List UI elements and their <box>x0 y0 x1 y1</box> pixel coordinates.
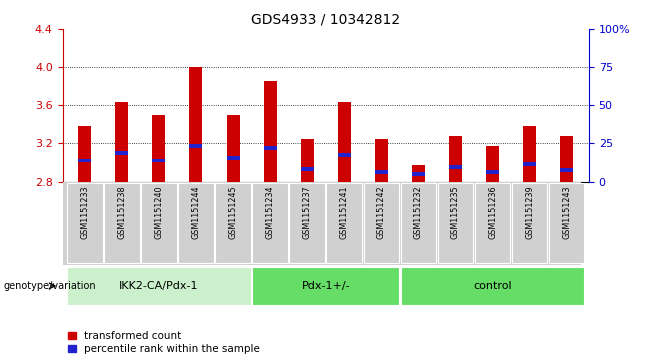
Bar <box>252 183 288 263</box>
Text: GSM1151238: GSM1151238 <box>117 186 126 239</box>
Bar <box>78 126 91 182</box>
Text: GSM1151240: GSM1151240 <box>155 186 163 239</box>
Legend: transformed count, percentile rank within the sample: transformed count, percentile rank withi… <box>68 331 261 354</box>
Text: genotype/variation: genotype/variation <box>3 281 96 291</box>
Bar <box>178 183 214 263</box>
Text: GSM1151237: GSM1151237 <box>303 186 312 239</box>
Text: IKK2-CA/Pdx-1: IKK2-CA/Pdx-1 <box>119 281 199 291</box>
Bar <box>67 267 251 305</box>
Bar <box>252 267 399 305</box>
Bar <box>375 170 388 174</box>
Text: GSM1151235: GSM1151235 <box>451 186 460 239</box>
Bar <box>512 183 547 263</box>
Bar <box>226 115 240 182</box>
Bar <box>474 183 511 263</box>
Bar <box>486 170 499 174</box>
Bar <box>264 81 276 182</box>
Bar <box>78 159 91 163</box>
Bar <box>115 102 128 182</box>
Bar <box>104 183 139 263</box>
Text: GSM1151243: GSM1151243 <box>562 186 571 239</box>
Bar <box>264 146 276 150</box>
Text: GSM1151241: GSM1151241 <box>340 186 349 239</box>
Bar <box>301 167 314 171</box>
Bar <box>141 183 177 263</box>
Text: control: control <box>473 281 512 291</box>
Bar <box>301 139 314 182</box>
Bar <box>412 165 425 182</box>
Bar <box>438 183 473 263</box>
Bar <box>449 165 462 169</box>
Bar <box>549 183 584 263</box>
Text: GSM1151232: GSM1151232 <box>414 186 423 239</box>
Bar <box>290 183 325 263</box>
Bar <box>190 67 203 182</box>
Title: GDS4933 / 10342812: GDS4933 / 10342812 <box>251 12 400 26</box>
Text: GSM1151242: GSM1151242 <box>377 186 386 239</box>
Text: GSM1151234: GSM1151234 <box>266 186 274 239</box>
Bar <box>412 172 425 176</box>
Text: GSM1151236: GSM1151236 <box>488 186 497 239</box>
Bar <box>401 267 584 305</box>
Bar <box>375 139 388 182</box>
Bar <box>523 162 536 166</box>
Bar <box>338 102 351 182</box>
Bar <box>560 168 573 172</box>
Bar <box>486 146 499 182</box>
Bar <box>226 156 240 160</box>
Bar <box>401 183 436 263</box>
Text: GSM1151245: GSM1151245 <box>228 186 238 239</box>
Bar <box>560 136 573 182</box>
Bar <box>153 159 165 163</box>
Text: GSM1151239: GSM1151239 <box>525 186 534 239</box>
Text: GSM1151233: GSM1151233 <box>80 186 89 239</box>
Bar <box>523 126 536 182</box>
Text: GSM1151244: GSM1151244 <box>191 186 201 239</box>
Bar <box>363 183 399 263</box>
Text: Pdx-1+/-: Pdx-1+/- <box>301 281 350 291</box>
Bar <box>153 115 165 182</box>
Bar <box>215 183 251 263</box>
Bar <box>115 151 128 155</box>
Bar <box>326 183 362 263</box>
Bar <box>449 136 462 182</box>
Bar <box>67 183 103 263</box>
Bar <box>190 144 203 148</box>
Bar <box>338 153 351 157</box>
